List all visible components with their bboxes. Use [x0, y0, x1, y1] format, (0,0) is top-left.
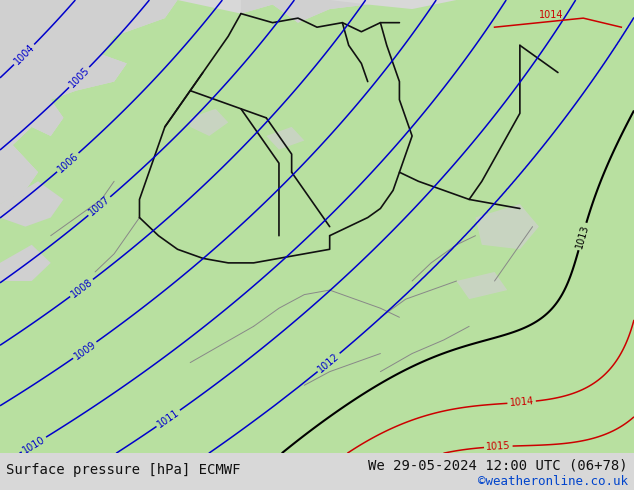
Text: 1015: 1015 — [486, 441, 511, 452]
Text: 1014: 1014 — [540, 10, 564, 21]
Text: 1008: 1008 — [68, 277, 94, 299]
Polygon shape — [0, 245, 51, 281]
Text: We 29-05-2024 12:00 UTC (06+78): We 29-05-2024 12:00 UTC (06+78) — [368, 458, 628, 472]
Text: 1005: 1005 — [67, 65, 91, 90]
Text: 1010: 1010 — [21, 434, 47, 455]
Polygon shape — [266, 127, 304, 149]
Text: 1009: 1009 — [72, 339, 98, 361]
Polygon shape — [190, 109, 228, 136]
Polygon shape — [476, 204, 539, 249]
Polygon shape — [0, 181, 63, 226]
Text: 1012: 1012 — [316, 351, 341, 374]
Text: 1007: 1007 — [87, 195, 112, 218]
Polygon shape — [0, 0, 178, 204]
Polygon shape — [0, 0, 634, 453]
Text: 1004: 1004 — [12, 43, 36, 67]
Text: Surface pressure [hPa] ECMWF: Surface pressure [hPa] ECMWF — [6, 463, 241, 477]
Text: ©weatheronline.co.uk: ©weatheronline.co.uk — [477, 475, 628, 489]
Text: 1014: 1014 — [509, 396, 534, 408]
Text: 1011: 1011 — [155, 407, 181, 429]
Polygon shape — [241, 0, 368, 23]
Text: 1013: 1013 — [574, 223, 590, 249]
Text: 1006: 1006 — [55, 150, 81, 174]
Polygon shape — [456, 272, 507, 299]
